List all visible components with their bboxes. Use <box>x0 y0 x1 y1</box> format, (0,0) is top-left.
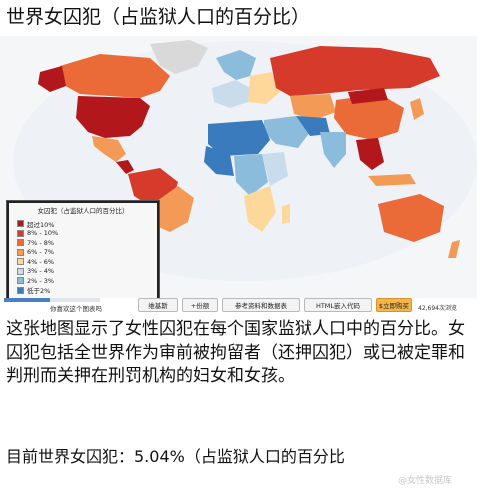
legend-label: 2% - 3% <box>27 276 55 285</box>
legend-list: 超过10% 8% - 10% 7% - 8% 6% - 7% 4% - 6% 3… <box>17 219 58 295</box>
legend-item[interactable]: 7% - 8% <box>17 238 58 248</box>
description-text: 这张地图显示了女性囚犯在每个国家监狱人口中的百分比。女囚犯包括全世界作为审前被拘… <box>6 319 465 386</box>
region-central-africa[interactable] <box>234 154 268 196</box>
legend-label: 8% - 10% <box>27 229 59 238</box>
region-new-zealand[interactable] <box>448 240 460 258</box>
world-map[interactable]: 女囚犯（占监狱人口的百分比） 超过10% 8% - 10% 7% - 8% 6%… <box>0 36 477 298</box>
region-iran[interactable] <box>296 116 330 136</box>
region-russia[interactable] <box>270 46 440 96</box>
wikipedia-button[interactable]: 维基斯 <box>138 298 178 312</box>
region-brazil[interactable] <box>150 186 194 232</box>
embed-code-button[interactable]: HTML嵌入代码 <box>304 298 372 312</box>
region-central-america[interactable] <box>116 160 134 174</box>
legend-swatch <box>17 229 24 237</box>
region-mongolia[interactable] <box>348 88 388 104</box>
world-stat-line: 目前世界女囚犯：5.04%（占监狱人口的百分比 <box>6 447 345 466</box>
region-southern-africa[interactable] <box>244 186 276 232</box>
map-toolbar: 你喜欢这个图表吗 维基斯 +份额 参考资料和数据表 HTML嵌入代码 $立即购买… <box>0 298 477 316</box>
region-western-europe[interactable] <box>212 80 250 108</box>
page-title: 世界女囚犯（占监狱人口的百分比） <box>6 6 311 28</box>
progress-fill <box>4 298 51 302</box>
buy-now-button[interactable]: $立即购买 <box>376 298 412 312</box>
region-eastern-europe[interactable] <box>248 72 280 104</box>
legend-label: 3% - 4% <box>27 267 55 276</box>
map-legend: 女囚犯（占监狱人口的百分比） 超过10% 8% - 10% 7% - 8% 6%… <box>6 200 160 298</box>
region-east-africa[interactable] <box>262 152 288 186</box>
region-australia[interactable] <box>378 194 444 242</box>
legend-swatch <box>17 239 24 247</box>
legend-item[interactable]: 2% - 3% <box>17 276 58 286</box>
legend-swatch <box>17 258 24 266</box>
region-greenland[interactable] <box>150 40 208 74</box>
region-china[interactable] <box>334 94 404 140</box>
legend-item[interactable]: 3% - 4% <box>17 267 58 277</box>
region-canada[interactable] <box>60 54 170 98</box>
legend-item[interactable]: 超过10% <box>17 219 58 229</box>
legend-swatch <box>17 277 24 285</box>
progress-bar <box>4 298 100 302</box>
region-southeast-asia[interactable] <box>356 138 384 170</box>
share-count-button[interactable]: +份额 <box>182 298 218 312</box>
legend-swatch <box>17 220 24 228</box>
legend-item[interactable]: 4% - 6% <box>17 257 58 267</box>
region-alaska[interactable] <box>38 66 66 92</box>
region-madagascar[interactable] <box>282 204 290 224</box>
region-japan[interactable] <box>410 98 424 120</box>
region-india[interactable] <box>320 132 346 168</box>
legend-item[interactable]: 6% - 7% <box>17 248 58 258</box>
data-table-button[interactable]: 参考资料和数据表 <box>222 298 300 312</box>
legend-swatch <box>17 267 24 275</box>
legend-item[interactable]: 低于2% <box>17 286 58 296</box>
region-central-asia[interactable] <box>290 94 336 120</box>
legend-label: 7% - 8% <box>27 238 55 247</box>
legend-label: 低于2% <box>27 287 51 296</box>
like-prompt[interactable]: 你喜欢这个图表吗 <box>50 305 102 313</box>
region-middle-east[interactable] <box>264 116 310 148</box>
region-mexico[interactable] <box>92 136 126 162</box>
legend-label: 超过10% <box>27 220 55 229</box>
legend-swatch <box>17 286 24 294</box>
view-count: 42,694次浏览 <box>418 305 457 312</box>
region-indonesia[interactable] <box>368 174 416 186</box>
legend-title: 女囚犯（占监狱人口的百分比） <box>37 207 129 215</box>
legend-swatch <box>17 248 24 256</box>
legend-label: 4% - 6% <box>27 257 55 266</box>
legend-label: 6% - 7% <box>27 248 55 257</box>
region-scandinavia[interactable] <box>216 50 256 80</box>
region-north-africa[interactable] <box>208 120 270 156</box>
legend-item[interactable]: 8% - 10% <box>17 229 58 239</box>
region-west-africa[interactable] <box>204 146 234 176</box>
watermark: @女性数据库 <box>398 476 453 486</box>
region-usa[interactable] <box>76 96 150 138</box>
